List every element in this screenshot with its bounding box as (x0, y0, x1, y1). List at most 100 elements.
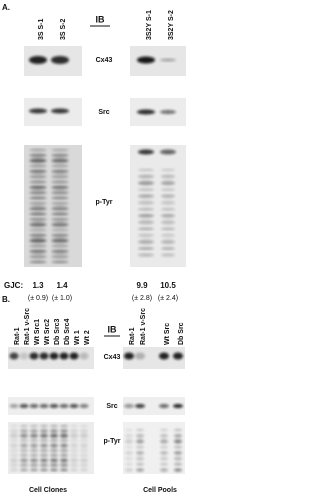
blot-band (60, 468, 68, 472)
blot-band (138, 207, 154, 211)
blot-band (51, 260, 69, 264)
blot-band (136, 456, 144, 461)
blot-band (125, 456, 133, 461)
lane-label: Rat-1 (14, 327, 21, 345)
blot-band (138, 239, 154, 245)
blot-band (20, 468, 28, 472)
blot-band (51, 196, 69, 200)
blot-band (50, 433, 58, 439)
blot-band (30, 458, 38, 462)
blot-band (138, 227, 154, 231)
blot-background (24, 145, 82, 267)
blot-band (159, 352, 169, 360)
blot-background (123, 347, 185, 369)
blot-band (29, 212, 47, 216)
blot-band (59, 404, 69, 408)
lane-label: 3S S-1 (38, 18, 45, 40)
blot-band (40, 424, 48, 428)
blot-band (138, 149, 154, 155)
blot-band (161, 214, 175, 218)
blot-band (80, 424, 88, 428)
lane-label: Db Src (178, 322, 185, 345)
row-label: Src (98, 109, 109, 116)
blot-band (60, 433, 68, 439)
blot-band (29, 56, 47, 64)
blot-band (70, 424, 78, 428)
blot-band (10, 429, 18, 433)
blot-band (80, 433, 88, 439)
blot-band (29, 228, 47, 232)
gjc-error: (± 2.8) (132, 295, 152, 302)
blot-band (19, 404, 29, 408)
blot-band (138, 180, 154, 186)
blot-band (50, 429, 58, 433)
blot-band (51, 238, 69, 243)
blot-band (30, 468, 38, 472)
blot-band (161, 227, 175, 231)
blot-band (51, 222, 69, 227)
blot-band (160, 439, 168, 444)
ib-label: IB (108, 324, 118, 334)
blot-band (159, 404, 169, 408)
group-label: Cell Clones (29, 487, 67, 494)
blot-band (161, 168, 175, 172)
blot-band (10, 468, 18, 472)
blot-band (125, 468, 133, 472)
blot-band (138, 200, 154, 205)
blot-band (125, 445, 133, 449)
blot-band (160, 433, 168, 438)
blot-band (51, 180, 69, 184)
blot-band (51, 158, 69, 163)
blot-band (80, 429, 88, 433)
blot-band (70, 458, 78, 462)
blot-band (19, 352, 29, 360)
blot-band (51, 217, 69, 222)
blot-band (160, 468, 168, 472)
blot-band (40, 433, 48, 439)
lane-label: Rat-1 v-Src (140, 308, 147, 345)
blot-band (51, 206, 69, 211)
blot-band (51, 212, 69, 216)
blot-band (29, 158, 47, 163)
group-label: Cell Pools (143, 487, 177, 494)
blot-band (136, 468, 144, 472)
blot-band (29, 404, 39, 408)
blot-band (51, 249, 69, 254)
blot-band (51, 233, 69, 238)
blot-band (80, 454, 88, 457)
blot-band (160, 149, 176, 155)
blot-band (29, 260, 47, 264)
blot-band (9, 404, 19, 408)
blot-band (161, 253, 175, 257)
blot-band (125, 428, 133, 432)
blot-band (51, 56, 69, 64)
blot-band (79, 352, 89, 360)
blot-band (29, 249, 47, 254)
lane-label: 3S S-2 (60, 18, 67, 40)
blot-band (50, 443, 58, 448)
blot-band (29, 201, 47, 206)
blot-band (60, 462, 68, 468)
blot-band (29, 180, 47, 184)
gjc-label: GJC: (4, 281, 23, 290)
blot-band (80, 448, 88, 453)
blot-band (173, 352, 183, 360)
blot-band (10, 433, 18, 439)
blot-band (20, 429, 28, 433)
blot-band (49, 352, 59, 360)
blot-band (20, 454, 28, 457)
blot-band (29, 169, 47, 174)
blot-band (10, 448, 18, 453)
blot-band (80, 462, 88, 468)
blot-band (173, 404, 183, 408)
lane-label: 3S2Y S-1 (146, 10, 153, 40)
blot-band (9, 352, 19, 360)
blot-band (29, 190, 47, 195)
blot-band (29, 153, 47, 158)
blot-band (174, 439, 182, 444)
gjc-mean: 9.9 (136, 281, 148, 290)
blot-band (40, 439, 48, 442)
blot-band (137, 109, 155, 115)
blot-band (51, 254, 69, 259)
blot-band (10, 424, 18, 428)
